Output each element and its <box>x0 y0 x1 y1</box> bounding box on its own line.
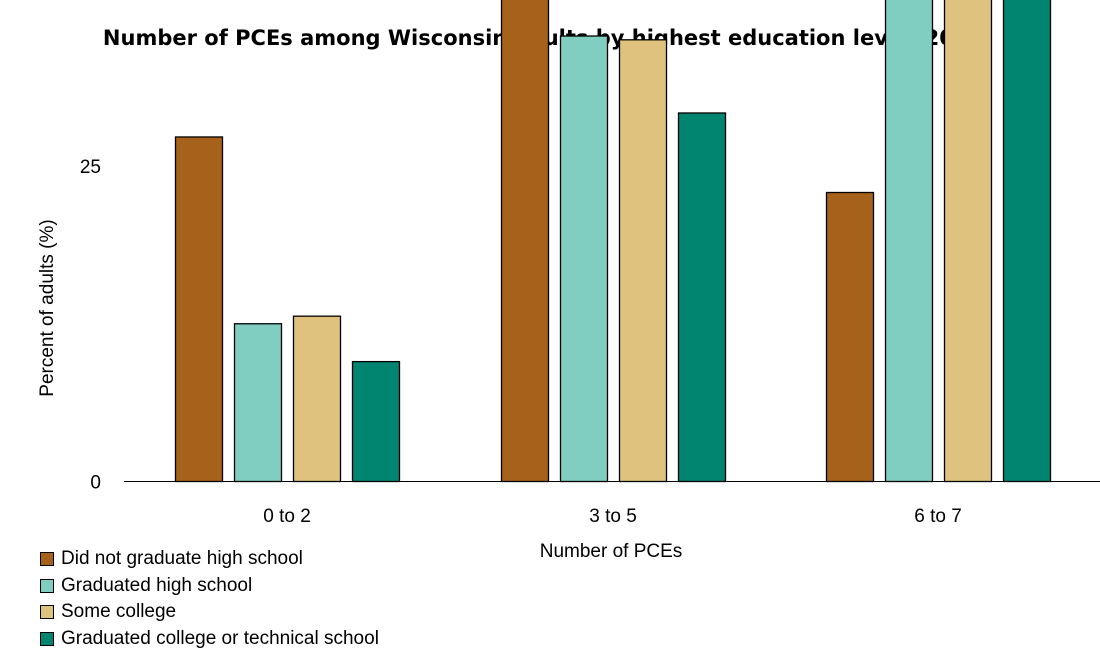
bar <box>292 315 342 483</box>
legend-item: Graduated high school <box>40 573 379 600</box>
legend-label: Graduated college or technical school <box>61 627 379 649</box>
x-tick-label: 0 to 2 <box>263 506 311 527</box>
y-tick-label: 0 <box>90 473 101 494</box>
x-axis-label: Number of PCEs <box>540 541 683 562</box>
legend-item: Graduated college or technical school <box>40 626 379 653</box>
bar <box>233 323 283 483</box>
bar <box>351 360 401 483</box>
legend-label: Some college <box>61 601 177 623</box>
x-tick-label: 3 to 5 <box>589 506 637 527</box>
bar <box>618 39 668 483</box>
legend: Did not graduate high school Graduated hi… <box>40 546 379 652</box>
bar <box>559 35 609 483</box>
y-axis-ticks: 02550 <box>80 157 101 494</box>
bar <box>884 0 934 483</box>
legend-swatch <box>40 578 54 593</box>
x-tick-label: 6 to 7 <box>914 506 962 527</box>
legend-item: Did not graduate high school <box>40 546 379 573</box>
bar <box>825 191 875 483</box>
bar <box>500 0 550 483</box>
legend-label: Did not graduate high school <box>61 548 303 570</box>
legend-label: Graduated high school <box>61 574 253 596</box>
legend-swatch <box>40 605 54 620</box>
bar <box>1002 0 1052 483</box>
y-tick-label: 25 <box>80 157 101 178</box>
x-axis-ticks: 0 to 2 3 to 5 6 to 7 <box>263 506 962 527</box>
legend-swatch <box>40 552 54 567</box>
bar <box>677 112 727 483</box>
bar <box>943 0 993 483</box>
bar <box>174 136 224 483</box>
y-axis-label: Percent of adults (%) <box>37 219 58 396</box>
bars <box>174 0 1052 483</box>
legend-swatch <box>40 631 54 646</box>
legend-item: Some college <box>40 599 379 626</box>
